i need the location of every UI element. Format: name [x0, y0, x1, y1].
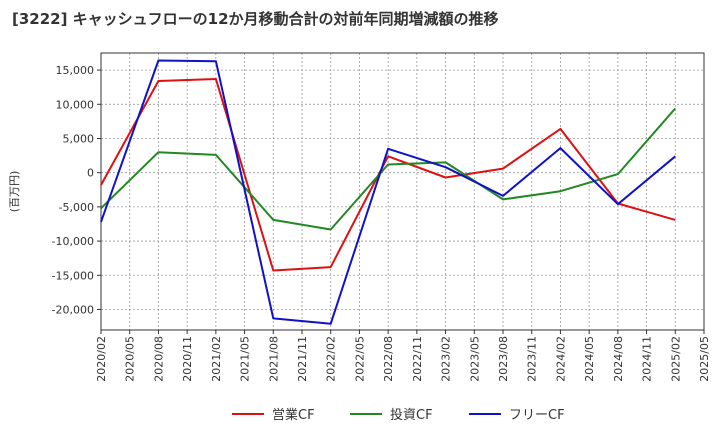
- x-tick-label: 2023/05: [468, 336, 481, 382]
- chart-title: [3222] キャッシュフローの12か月移動合計の対前年同期増減額の推移: [12, 10, 499, 28]
- x-tick-label: 2024/02: [554, 336, 567, 382]
- series-line-3: [100, 59, 676, 325]
- grid-lines: [100, 53, 705, 330]
- x-tick-label: 2021/08: [267, 336, 280, 382]
- x-tick-label: 2025/05: [698, 336, 711, 382]
- y-axis-label: (百万円): [8, 171, 21, 213]
- x-tick-label: 2020/11: [181, 336, 194, 382]
- x-tick-label: 2022/02: [325, 336, 338, 382]
- legend-label-3: フリーCF: [509, 408, 565, 423]
- y-tick-label: 10,000: [56, 98, 95, 111]
- y-tick-label: 5,000: [63, 132, 95, 145]
- x-tick-label: 2021/11: [296, 336, 309, 382]
- series-lines: [100, 59, 677, 325]
- legend: 営業CF 投資CF フリーCF: [232, 407, 565, 423]
- x-tick-label: 2020/02: [95, 336, 108, 382]
- x-tick-label: 2020/05: [124, 336, 137, 382]
- x-tick-label: 2025/02: [669, 336, 682, 382]
- series-line-1: [100, 78, 676, 272]
- x-tick-label: 2022/05: [353, 336, 366, 382]
- tick-labels: 15,000 10,000 5,000 0 -5,000 -10,000 -15,000 -2…: [8, 64, 711, 382]
- y-tick-label: -5,000: [59, 201, 94, 214]
- y-tick-label: -15,000: [52, 269, 94, 282]
- axes: [97, 52, 705, 334]
- x-tick-label: 2020/08: [152, 336, 165, 382]
- y-tick-label: 0: [87, 167, 94, 180]
- x-tick-label: 2022/08: [382, 336, 395, 382]
- x-tick-label: 2024/11: [641, 336, 654, 382]
- x-tick-label: 2021/05: [239, 336, 252, 382]
- x-tick-label: 2023/02: [440, 336, 453, 382]
- series-line-2: [100, 107, 677, 231]
- x-tick-label: 2021/02: [210, 336, 223, 382]
- legend-label-2: 投資CF: [390, 407, 433, 423]
- x-tick-label: 2023/08: [497, 336, 510, 382]
- x-tick-label: 2023/11: [526, 336, 539, 382]
- legend-label-1: 営業CF: [272, 407, 315, 423]
- x-tick-label: 2022/11: [411, 336, 424, 382]
- plot-frame: [100, 52, 705, 331]
- y-tick-label: -10,000: [52, 235, 94, 248]
- y-tick-label: 15,000: [56, 64, 95, 77]
- x-tick-label: 2024/08: [612, 336, 625, 382]
- y-tick-label: -20,000: [52, 303, 94, 316]
- x-tick-label: 2024/05: [583, 336, 596, 382]
